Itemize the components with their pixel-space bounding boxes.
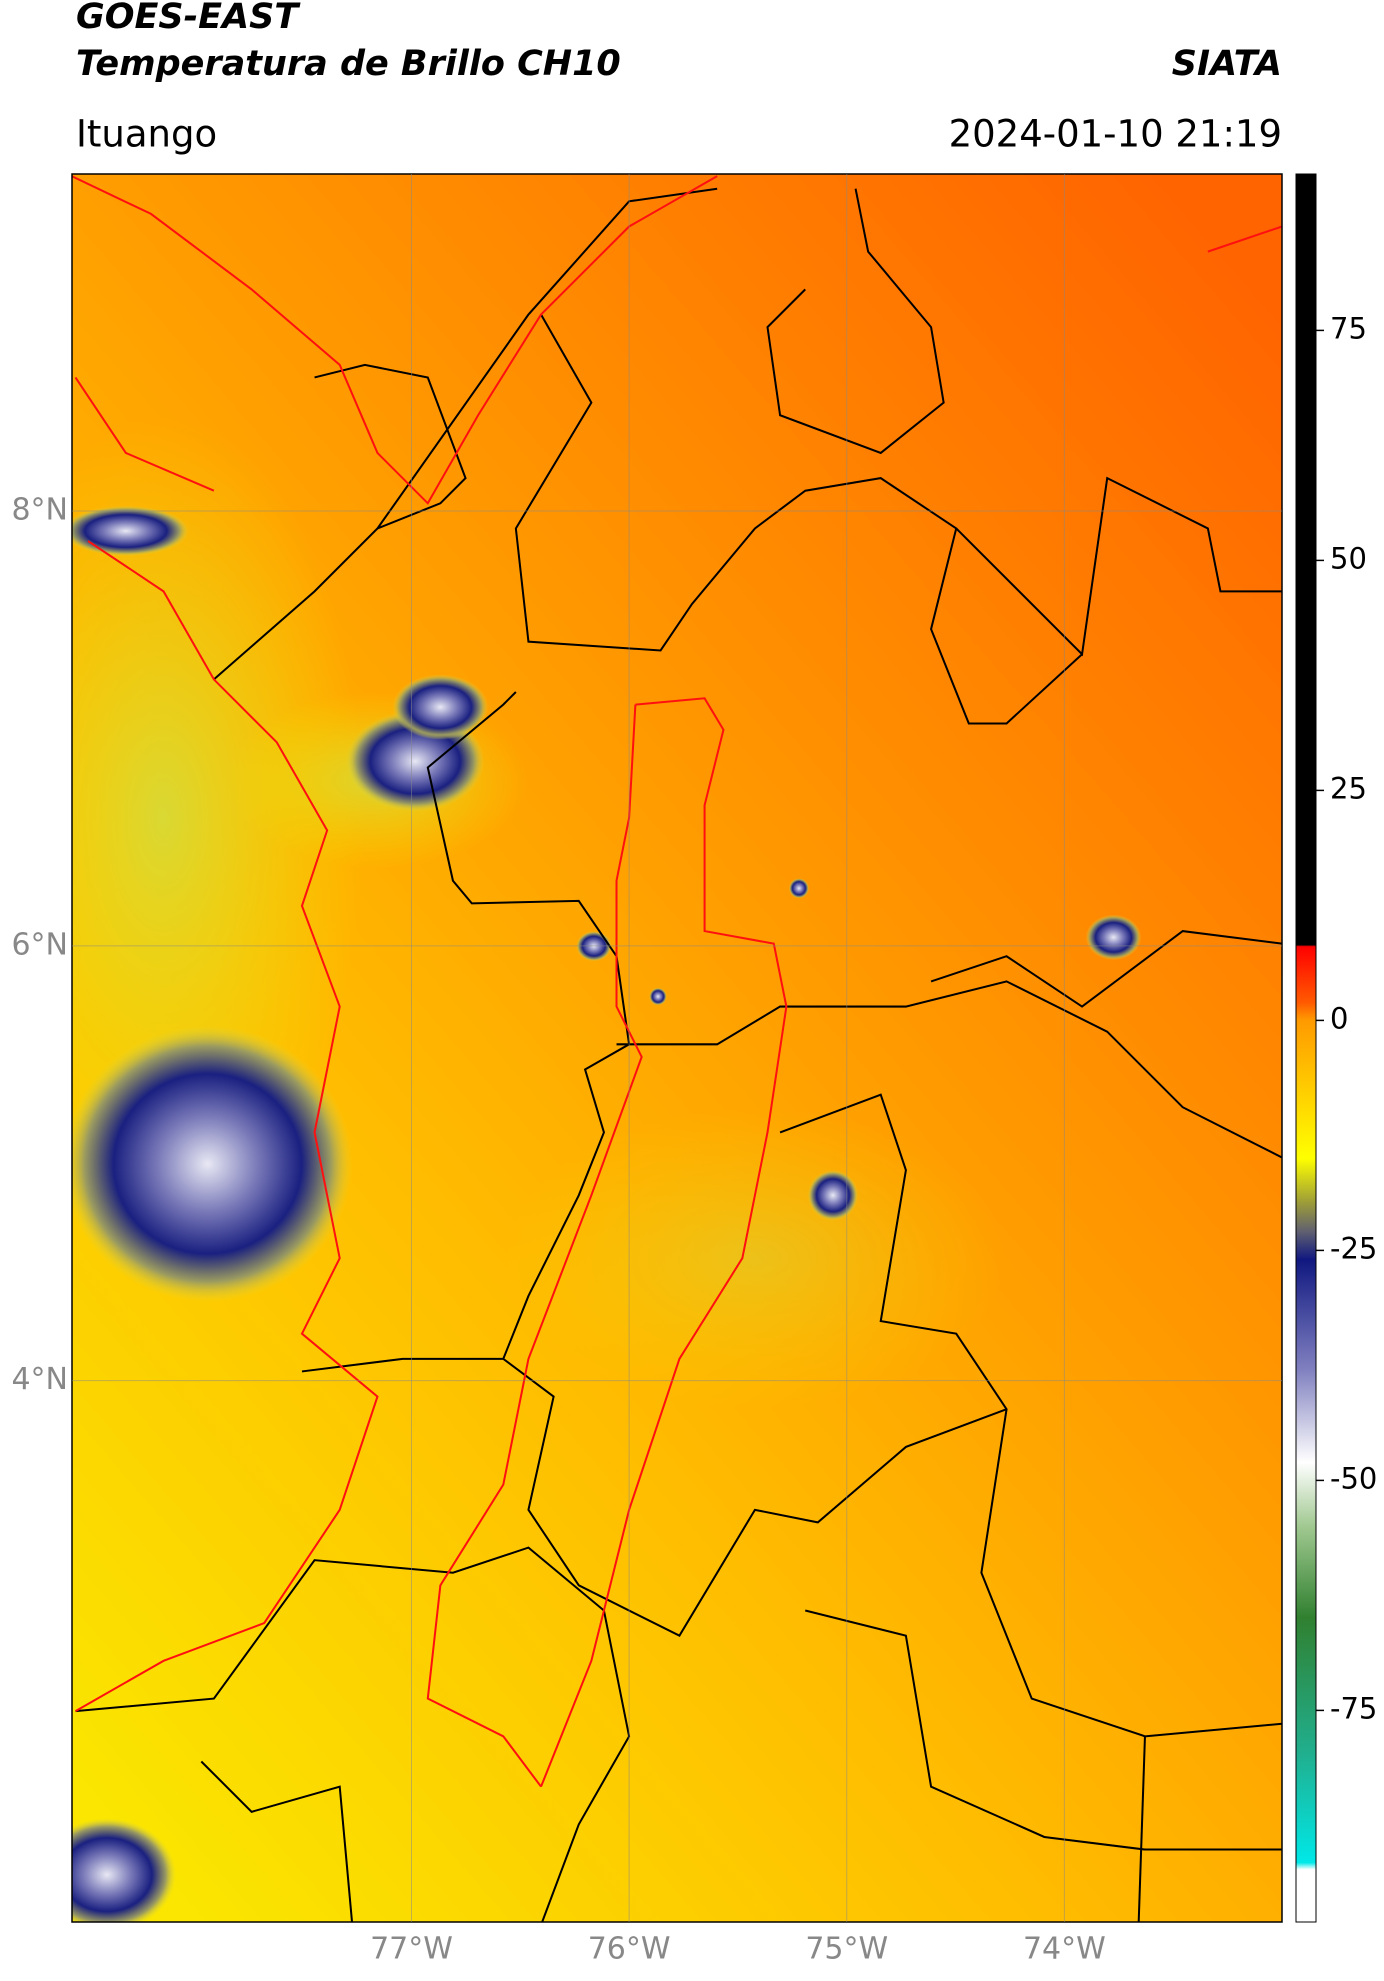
colorbar — [1295, 173, 1317, 1923]
colorbar-tick-label: 50 — [1330, 541, 1367, 575]
colorbar-tick-label: 0 — [1330, 1001, 1348, 1035]
colorbar-tick-label: 75 — [1330, 311, 1367, 345]
colorbar-tick-label: -25 — [1330, 1231, 1377, 1265]
map-frame — [71, 173, 1283, 1923]
y-tick-label: 6°N — [11, 927, 68, 962]
datetime: 2024-01-10 21:19 — [949, 113, 1282, 156]
x-tick-label: 76°W — [588, 1932, 671, 1967]
colorbar-tick-label: -75 — [1330, 1691, 1377, 1725]
subtitle: Temperatura de Brillo CH10 — [76, 44, 621, 84]
x-tick-label: 75°W — [805, 1932, 888, 1967]
y-tick-label: 8°N — [11, 492, 68, 527]
title: GOES-EAST — [76, 0, 301, 37]
location: Ituango — [76, 113, 217, 156]
colorbar-tick-label: -50 — [1330, 1461, 1377, 1495]
x-tick-label: 74°W — [1023, 1932, 1106, 1967]
source: SIATA — [1172, 44, 1282, 84]
y-tick-label: 4°N — [11, 1362, 68, 1397]
map-image — [72, 174, 1282, 1922]
colorbar-tick-label: 25 — [1330, 771, 1367, 805]
x-tick-label: 77°W — [370, 1932, 453, 1967]
